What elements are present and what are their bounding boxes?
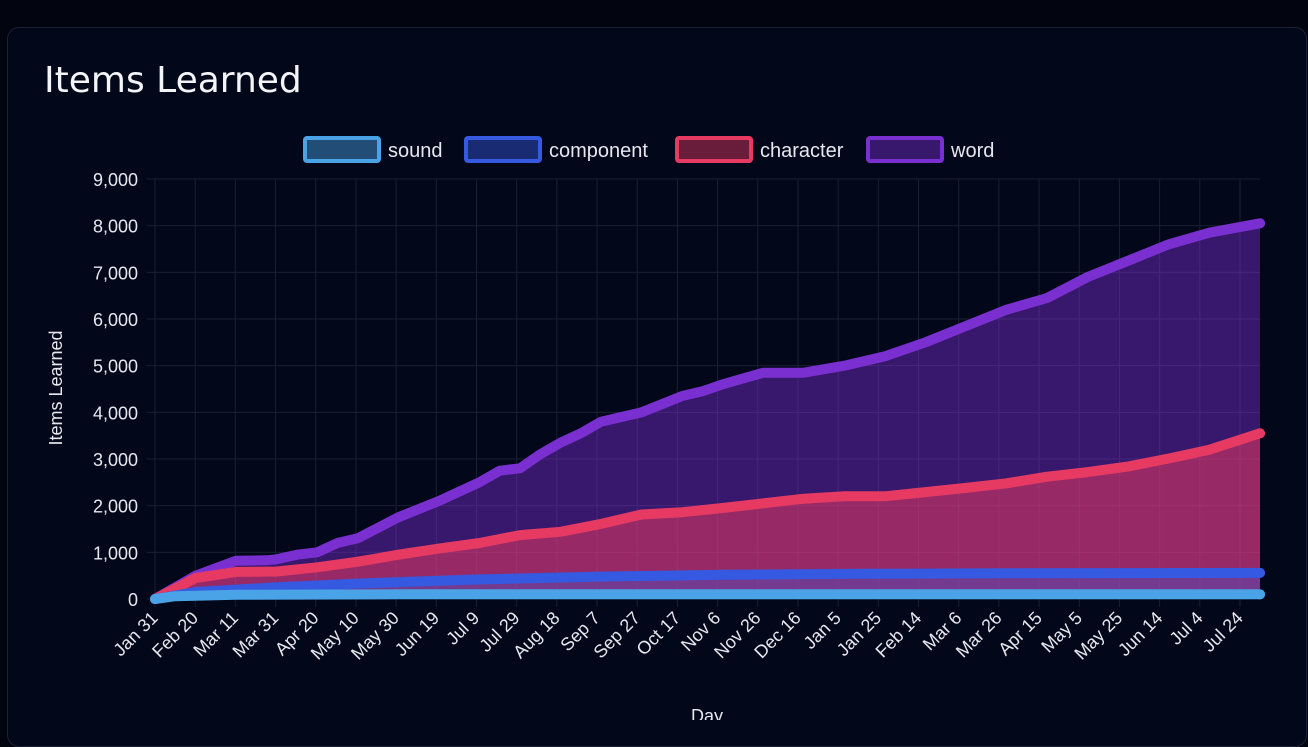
y-tick-label: 2,000	[93, 497, 138, 517]
y-tick-label: 0	[128, 590, 138, 610]
y-tick-label: 1,000	[93, 543, 138, 563]
legend-swatch-word	[866, 136, 944, 163]
x-tick-label: Mar 26	[952, 608, 1006, 662]
end-point-component	[1255, 567, 1265, 578]
x-tick-label: Jun 14	[1114, 608, 1166, 660]
legend: sound component character word	[303, 136, 994, 163]
y-tick-label: 7,000	[93, 263, 138, 283]
line-character	[150, 428, 1265, 604]
legend-swatch-sound	[303, 136, 381, 163]
y-axis-label: Items Learned	[46, 330, 66, 445]
x-tick-label: Feb 20	[148, 608, 202, 662]
area-character	[155, 433, 1260, 599]
legend-label-word: word	[950, 140, 994, 162]
x-tick-label: Mar 31	[229, 608, 283, 662]
legend-label-sound: sound	[388, 140, 443, 162]
x-tick-label: Apr 15	[994, 608, 1046, 660]
y-tick-label: 3,000	[93, 450, 138, 470]
y-axis-ticks: 0 1,000 2,000 3,000 4,000 5,000 6,000 7,000 8,00…	[93, 170, 138, 610]
x-tick-label: Jun 19	[391, 608, 443, 660]
chart-card: Items Learned	[7, 27, 1307, 747]
legend-swatch-character	[675, 136, 753, 163]
x-tick-label: Oct 17	[633, 608, 685, 660]
end-point-character	[1255, 428, 1265, 439]
card-title: Items Learned	[44, 60, 302, 101]
x-tick-label: Feb 14	[872, 608, 926, 662]
series-lines	[150, 218, 1265, 604]
legend-label-character: character	[760, 140, 844, 162]
y-tick-label: 4,000	[93, 403, 138, 423]
y-tick-label: 9,000	[93, 170, 138, 190]
legend-label-component: component	[549, 140, 648, 162]
legend-swatch-component	[464, 136, 542, 163]
y-tick-label: 8,000	[93, 217, 138, 237]
x-tick-label: Jul 24	[1199, 608, 1247, 656]
line-word	[150, 218, 1265, 604]
items-learned-chart: 0 1,000 2,000 3,000 4,000 5,000 6,000 7,000 8,00…	[46, 136, 1265, 720]
y-tick-label: 6,000	[93, 310, 138, 330]
line-sound	[150, 589, 1265, 604]
x-axis-label: Day	[691, 706, 723, 720]
end-point-word	[1255, 218, 1265, 229]
line-component	[150, 567, 1265, 604]
y-tick-label: 5,000	[93, 357, 138, 377]
end-point-sound	[1255, 589, 1265, 600]
